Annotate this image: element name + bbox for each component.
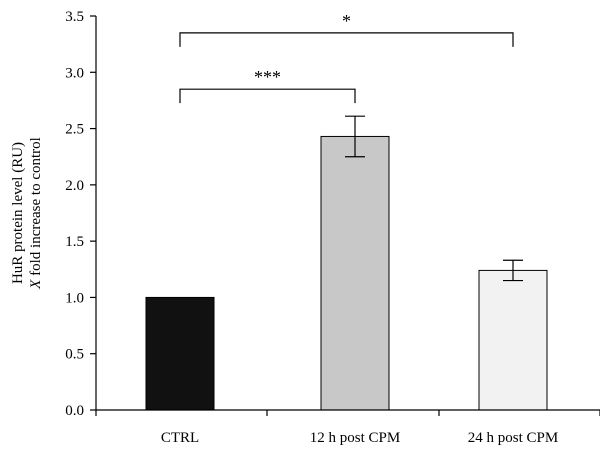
- x-tick-label-ctrl: CTRL: [161, 430, 199, 446]
- significance-bracket-line-0: [179, 88, 356, 104]
- significance-bracket-0: ***: [179, 67, 356, 104]
- y-tick-label-2: 1.0: [65, 290, 84, 306]
- y-tick-label-1: 0.5: [65, 347, 84, 363]
- y-tick-label-6: 3.0: [65, 65, 84, 81]
- x-tick-label-24-h-post-cpm: 24 h post CPM: [468, 430, 558, 446]
- y-axis-title-italic-part: X: [28, 279, 44, 290]
- y-tick-label-0: 0.0: [65, 403, 84, 419]
- bar-24-h-post-cpm: [478, 269, 548, 411]
- axes-layer: [90, 15, 600, 416]
- significance-bracket-line-1: [179, 32, 514, 47]
- y-axis-title-line-1: HuR protein level (RU): [10, 142, 26, 284]
- significance-label-1: *: [342, 11, 351, 31]
- y-axis-title: HuR protein level (RU)X fold increase to…: [10, 137, 44, 290]
- error-bar-24-h-post-cpm: [503, 259, 523, 282]
- error-bars-layer: [345, 115, 523, 282]
- bars-layer: [145, 135, 548, 411]
- bar-ctrl: [145, 296, 215, 411]
- y-tick-label-5: 2.5: [65, 122, 84, 138]
- y-tick-label-3: 1.5: [65, 234, 84, 250]
- significance-label-0: ***: [254, 67, 281, 87]
- y-tick-label-4: 2.0: [65, 178, 84, 194]
- error-bar-12-h-post-cpm: [345, 115, 365, 158]
- labels-layer: 0.0 0.5 1.0 1.5 2.0 2.5 3.0 3.5 CTRL 12 h post CP…: [10, 9, 558, 446]
- y-axis-title-rest: fold increase to control: [28, 137, 44, 279]
- x-tick-label-12-h-post-cpm: 12 h post CPM: [310, 430, 400, 446]
- significance-layer: ****: [179, 11, 514, 104]
- bar-12-h-post-cpm: [320, 135, 390, 411]
- y-tick-label-7: 3.5: [65, 9, 84, 25]
- significance-bracket-1: *: [179, 11, 514, 47]
- y-axis-title-line-2: X fold increase to control: [28, 137, 44, 290]
